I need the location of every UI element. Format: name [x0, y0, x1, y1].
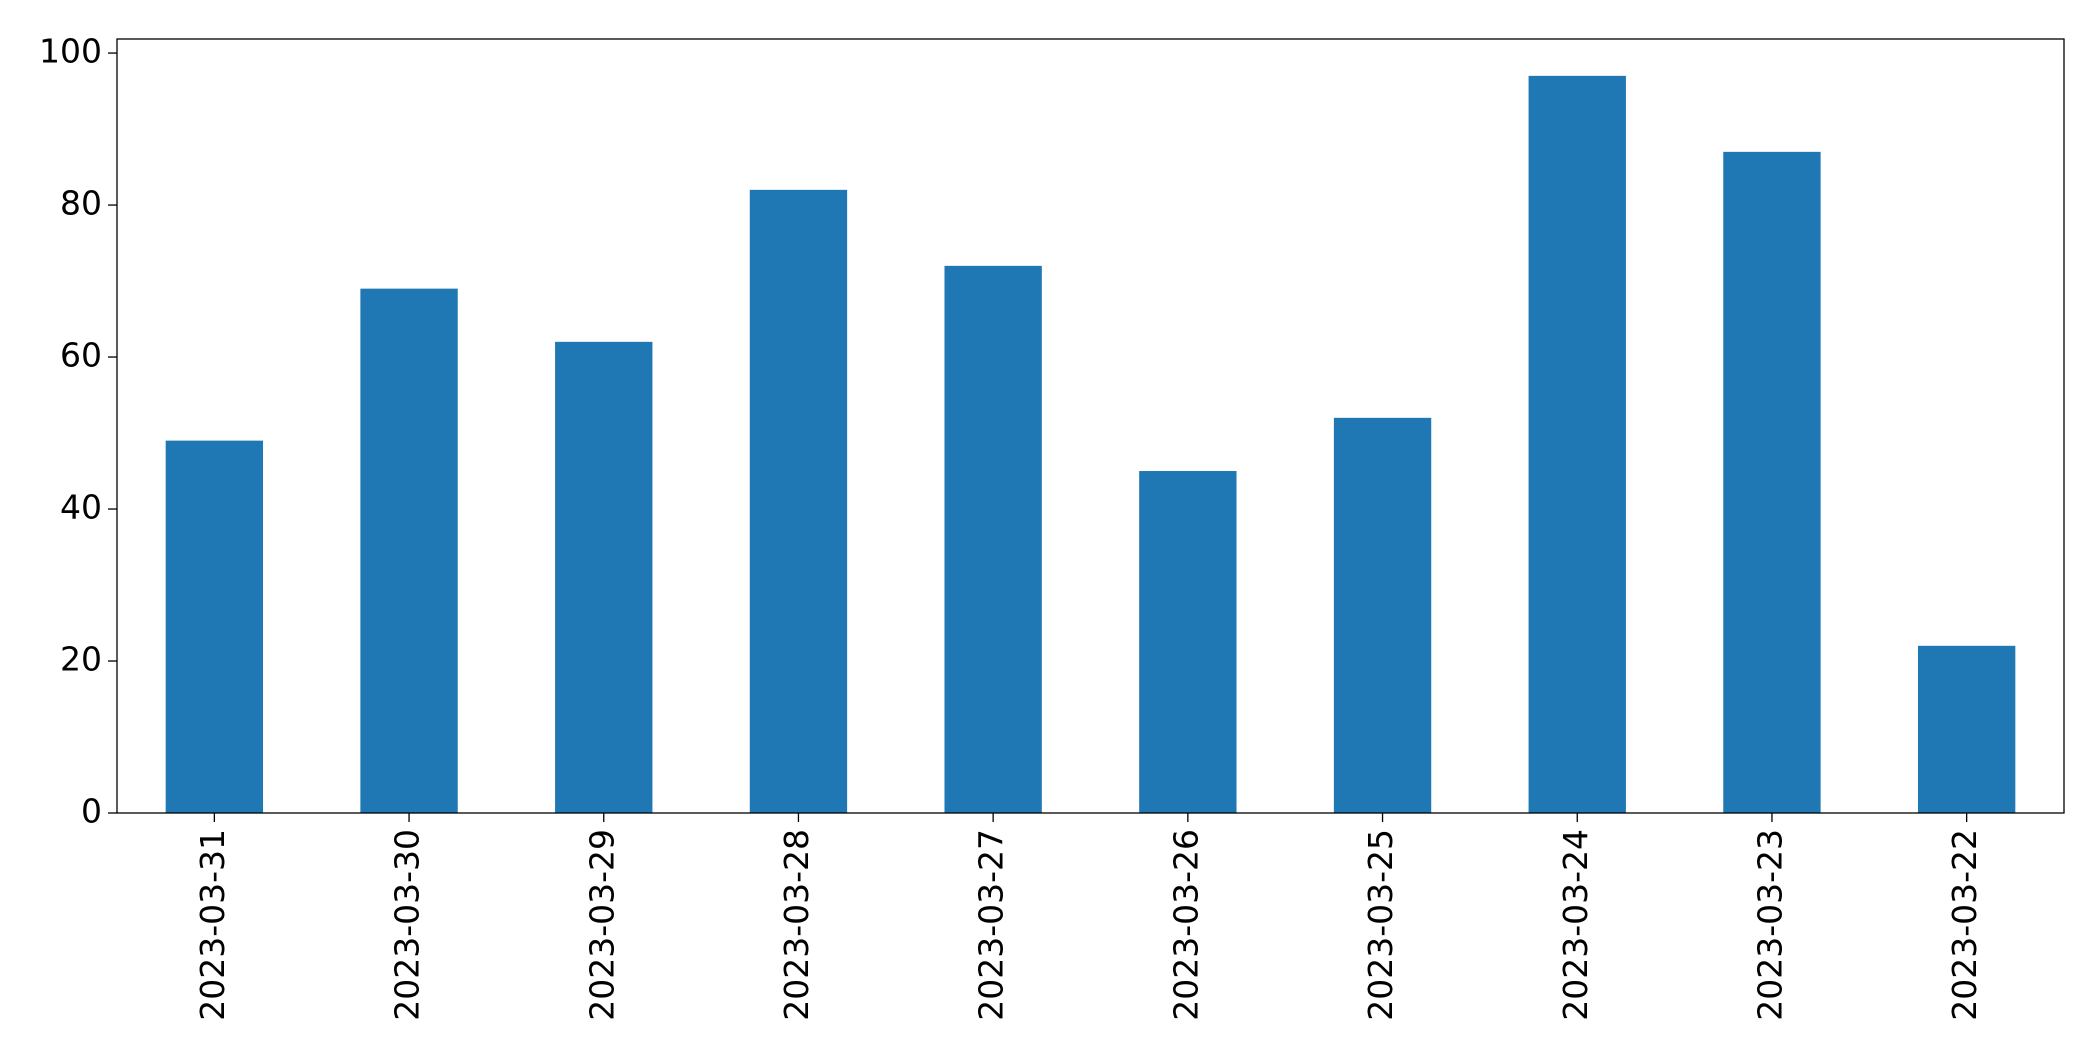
x-tick-label: 2023-03-26 [1166, 829, 1205, 1021]
x-tick-label: 2023-03-30 [388, 829, 427, 1021]
bar [944, 265, 1042, 813]
y-tick-label: 60 [60, 336, 102, 375]
y-tick-label: 40 [60, 488, 102, 527]
x-tick-label: 2023-03-22 [1945, 829, 1984, 1021]
x-tick-label: 2023-03-23 [1750, 829, 1789, 1021]
bar [165, 440, 264, 813]
bar [749, 189, 848, 813]
x-tick-label: 2023-03-24 [1556, 829, 1595, 1021]
x-tick-label: 2023-03-25 [1361, 829, 1400, 1021]
y-tick-label: 20 [60, 640, 102, 679]
bar [555, 341, 653, 813]
plot-frame [116, 38, 2065, 814]
bar [1917, 645, 2016, 813]
bar [360, 288, 458, 814]
x-tick-label: 2023-03-31 [193, 829, 232, 1021]
bar [1333, 417, 1432, 813]
y-tick-label: 0 [81, 792, 102, 831]
y-tick-label: 100 [39, 32, 102, 71]
bar [1139, 471, 1237, 813]
bar [1528, 75, 1626, 814]
x-tick-label: 2023-03-27 [972, 829, 1011, 1021]
x-tick-label: 2023-03-29 [582, 829, 621, 1021]
x-tick-label: 2023-03-28 [777, 829, 816, 1021]
bar [1723, 151, 1821, 813]
y-tick-label: 80 [60, 184, 102, 223]
